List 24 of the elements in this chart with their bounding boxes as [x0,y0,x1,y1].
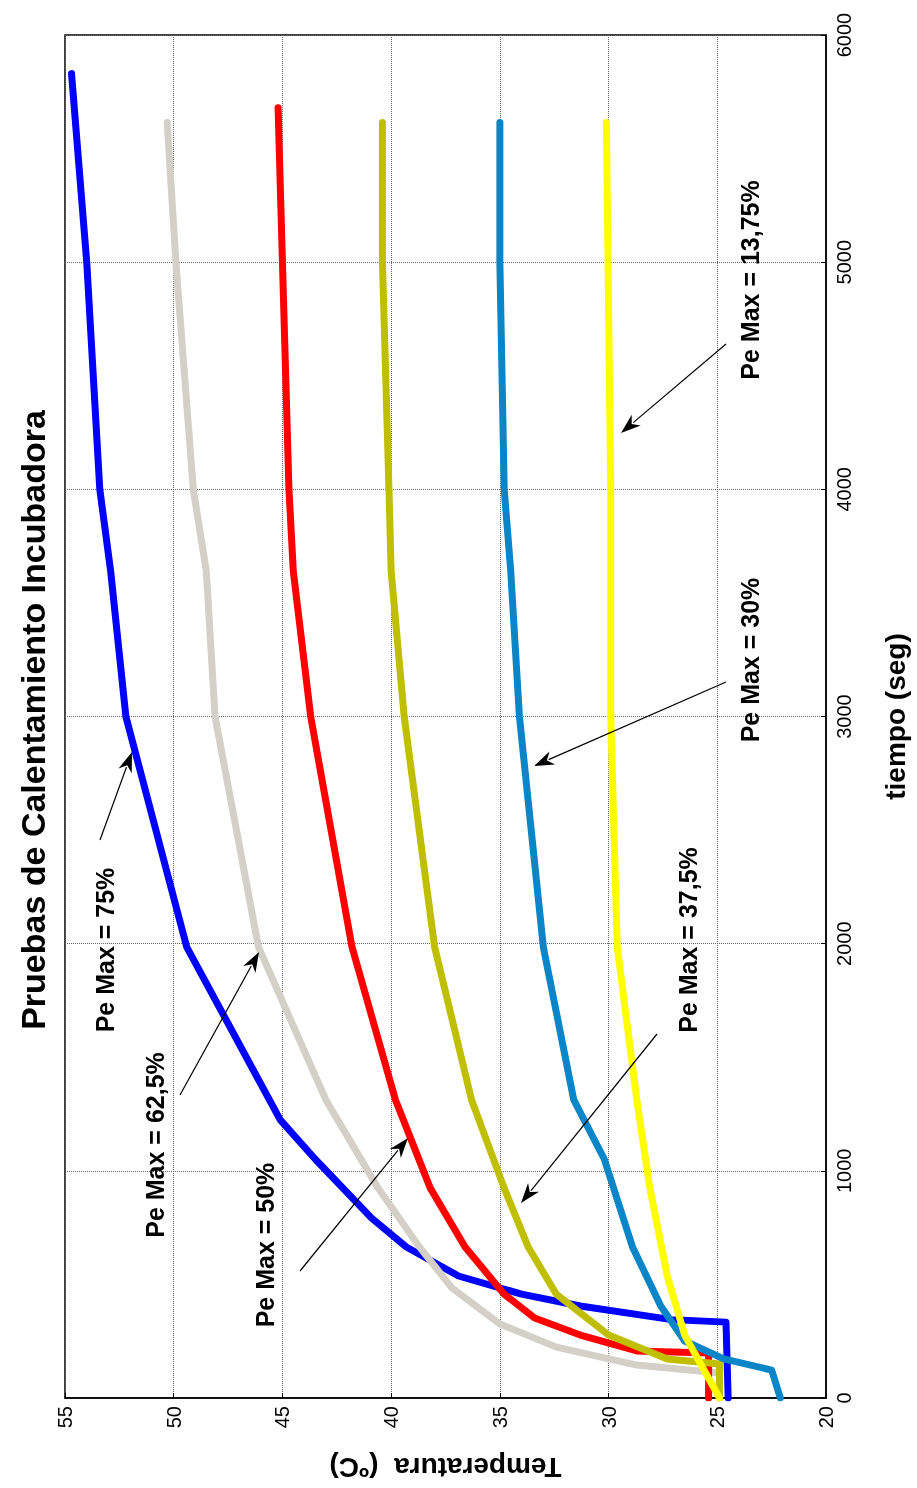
x-tick-label: 50 [162,1406,185,1429]
y-tick-label: 4000 [833,467,855,512]
y-tick-label: 6000 [833,12,855,58]
y-tick-label: 2000 [833,921,855,966]
x-tick-label: 40 [380,1406,403,1429]
x-tick-label: 20 [815,1406,837,1429]
x-axis-title: Temperatura (ºC) [329,1451,562,1483]
x-tick-label: 55 [54,1406,76,1429]
annotation: Pe Max = 37,5% [674,847,702,1033]
y-tick-label: 3000 [833,694,855,739]
x-tick-label: 45 [271,1406,294,1429]
y-tick-label: 0 [833,1392,855,1404]
x-tick-label: 30 [597,1406,620,1429]
annotation: Pe Max = 62,5% [141,1052,169,1238]
y-tick-label: 5000 [833,239,855,285]
text: Pruebas de Calentamiento Incubadora [14,409,52,1030]
annotation: Pe Max = 75% [91,867,119,1033]
y-axis-title: tiempo (seg) [879,633,911,800]
annotation: Pe Max = 13,75% [736,180,764,380]
y-tick-label: 1000 [833,1148,855,1194]
annotation: Pe Max = 50% [251,1162,279,1328]
annotation: Pe Max = 30% [736,577,764,743]
x-tick-label: 25 [706,1406,729,1429]
x-tick-label: 35 [488,1406,511,1429]
